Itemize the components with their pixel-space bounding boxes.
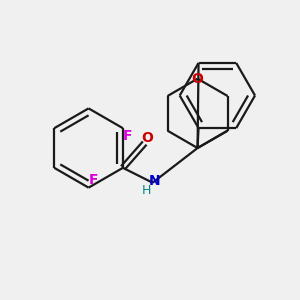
Text: N: N: [149, 174, 161, 188]
Text: O: O: [142, 131, 154, 145]
Text: F: F: [89, 173, 98, 187]
Text: O: O: [192, 72, 203, 86]
Text: F: F: [123, 129, 133, 143]
Text: H: H: [142, 184, 152, 197]
